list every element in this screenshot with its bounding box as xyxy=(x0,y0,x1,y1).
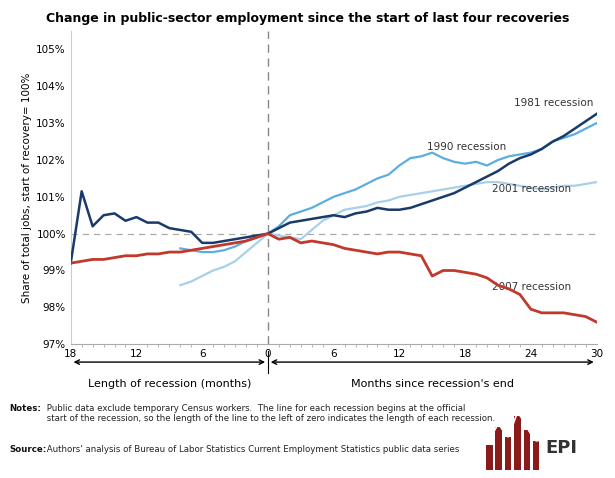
Text: Months since recession's end: Months since recession's end xyxy=(351,379,514,389)
Text: Notes:: Notes: xyxy=(9,404,41,413)
Text: Authors' analysis of Bureau of Labor Statistics Current Employment Statistics pu: Authors' analysis of Bureau of Labor Sta… xyxy=(44,445,459,455)
Bar xyxy=(533,441,539,469)
Bar xyxy=(505,437,511,469)
Text: 1990 recession: 1990 recession xyxy=(427,142,506,152)
Y-axis label: Share of total jobs, start of recovery= 100%: Share of total jobs, start of recovery= … xyxy=(22,73,32,303)
Text: Public data exclude temporary Census workers.  The line for each recession begin: Public data exclude temporary Census wor… xyxy=(44,404,496,424)
Text: 1981 recession: 1981 recession xyxy=(514,98,593,108)
Bar xyxy=(486,445,493,469)
Text: Source:: Source: xyxy=(9,445,47,455)
Text: Length of recession (months): Length of recession (months) xyxy=(87,379,251,389)
Text: 2001 recession: 2001 recession xyxy=(493,185,571,195)
Bar xyxy=(496,426,502,469)
Bar xyxy=(514,416,521,469)
Text: 2007 recession: 2007 recession xyxy=(493,282,571,292)
Text: Change in public-sector employment since the start of last four recoveries: Change in public-sector employment since… xyxy=(46,12,569,25)
Bar xyxy=(523,430,530,469)
Text: EPI: EPI xyxy=(546,439,578,457)
